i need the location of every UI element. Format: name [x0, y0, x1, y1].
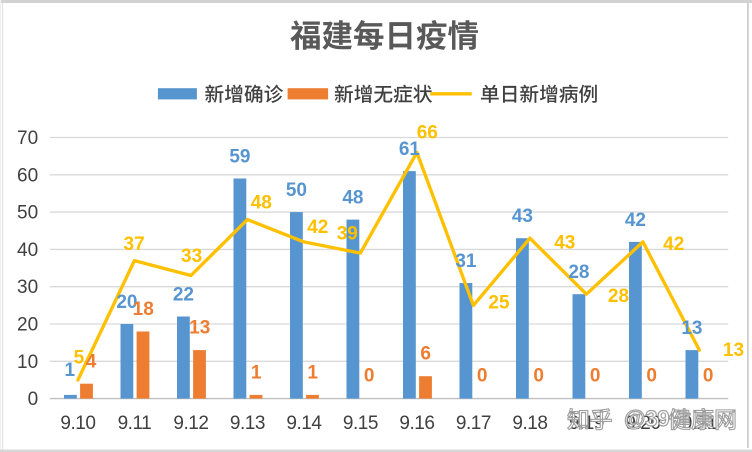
svg-text:20: 20 — [17, 315, 38, 336]
svg-text:0: 0 — [364, 366, 375, 387]
svg-text:13: 13 — [723, 340, 744, 361]
svg-text:0: 0 — [590, 366, 601, 387]
svg-text:@39: @39 — [624, 406, 670, 431]
svg-text:0: 0 — [533, 366, 544, 387]
svg-text:48: 48 — [251, 193, 272, 214]
svg-text:1: 1 — [307, 362, 318, 383]
svg-text:37: 37 — [124, 234, 145, 255]
svg-text:13: 13 — [681, 318, 702, 339]
svg-text:60: 60 — [17, 165, 38, 186]
svg-text:40: 40 — [17, 240, 38, 261]
svg-text:6: 6 — [420, 344, 431, 365]
svg-text:0: 0 — [703, 366, 714, 387]
svg-text:0: 0 — [646, 366, 657, 387]
svg-text:39: 39 — [337, 224, 358, 245]
svg-text:42: 42 — [663, 234, 684, 255]
svg-text:9.13: 9.13 — [230, 413, 265, 434]
svg-text:25: 25 — [488, 292, 510, 313]
svg-text:30: 30 — [17, 277, 38, 298]
svg-text:9.11: 9.11 — [118, 413, 152, 434]
svg-text:9.20: 9.20 — [625, 413, 660, 434]
svg-text:50: 50 — [286, 180, 307, 201]
svg-text:20: 20 — [116, 292, 137, 313]
svg-text:42: 42 — [307, 217, 328, 238]
svg-text:13: 13 — [189, 318, 210, 339]
svg-text:33: 33 — [181, 246, 202, 267]
svg-text:43: 43 — [512, 206, 533, 227]
svg-text:9.17: 9.17 — [456, 413, 491, 434]
svg-text:28: 28 — [568, 262, 589, 283]
svg-text:50: 50 — [17, 203, 38, 224]
svg-text:4: 4 — [86, 351, 97, 372]
svg-text:43: 43 — [554, 233, 575, 254]
svg-text:66: 66 — [417, 123, 438, 144]
svg-text:0: 0 — [28, 389, 39, 410]
svg-text:9.16: 9.16 — [399, 413, 434, 434]
svg-text:18: 18 — [133, 299, 154, 320]
svg-text:22: 22 — [173, 285, 194, 306]
svg-text:48: 48 — [342, 188, 363, 209]
svg-text:5: 5 — [74, 348, 85, 369]
svg-text:42: 42 — [625, 210, 646, 231]
svg-text:9.15: 9.15 — [343, 413, 378, 434]
svg-text:31: 31 — [455, 251, 477, 272]
svg-text:9.10: 9.10 — [60, 413, 95, 434]
svg-text:9.14: 9.14 — [286, 413, 322, 434]
svg-text:9.12: 9.12 — [173, 413, 208, 434]
svg-text:1: 1 — [65, 360, 76, 381]
svg-text:59: 59 — [229, 147, 250, 168]
svg-text:28: 28 — [608, 286, 629, 307]
svg-text:70: 70 — [17, 128, 38, 149]
svg-text:9.18: 9.18 — [512, 413, 547, 434]
svg-text:61: 61 — [399, 139, 421, 160]
svg-text:10: 10 — [17, 352, 38, 373]
svg-text:1: 1 — [251, 362, 262, 383]
svg-text:0: 0 — [477, 366, 488, 387]
